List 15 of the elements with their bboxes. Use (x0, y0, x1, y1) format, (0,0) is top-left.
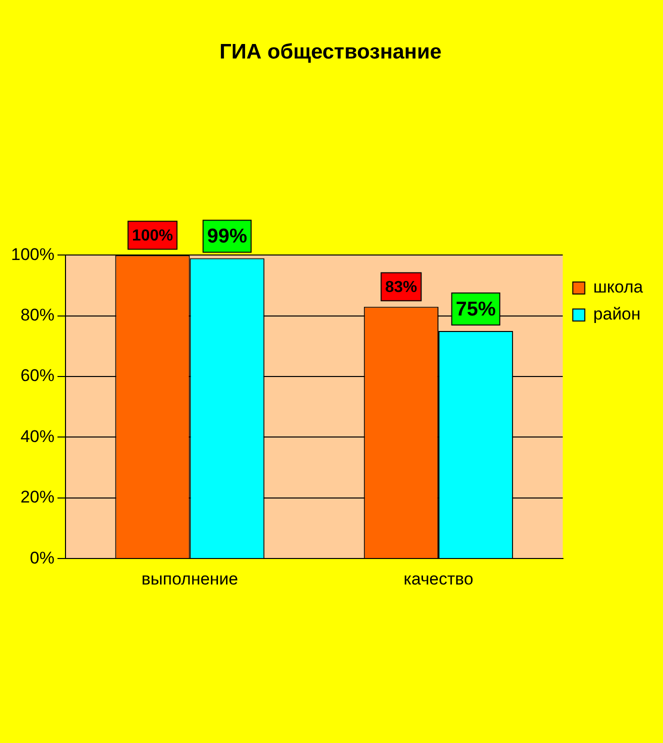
data-label: 75% (456, 298, 496, 321)
data-label: 100% (132, 228, 173, 245)
x-tick-label: выполнение (141, 569, 238, 588)
legend-label: школа (593, 278, 644, 297)
x-tick-label: качество (404, 569, 474, 588)
y-tick-label: 100% (10, 244, 54, 264)
legend-label: район (593, 304, 641, 324)
y-tick-label: 60% (20, 366, 54, 386)
chart-title: ГИА обществознание (219, 40, 442, 64)
y-tick-label: 80% (20, 306, 54, 325)
y-tick-label: 20% (20, 488, 54, 507)
data-label: 99% (207, 226, 248, 248)
y-tick-label: 0% (30, 548, 54, 568)
data-label: 83% (385, 279, 418, 296)
y-tick-label: 40% (20, 426, 54, 446)
